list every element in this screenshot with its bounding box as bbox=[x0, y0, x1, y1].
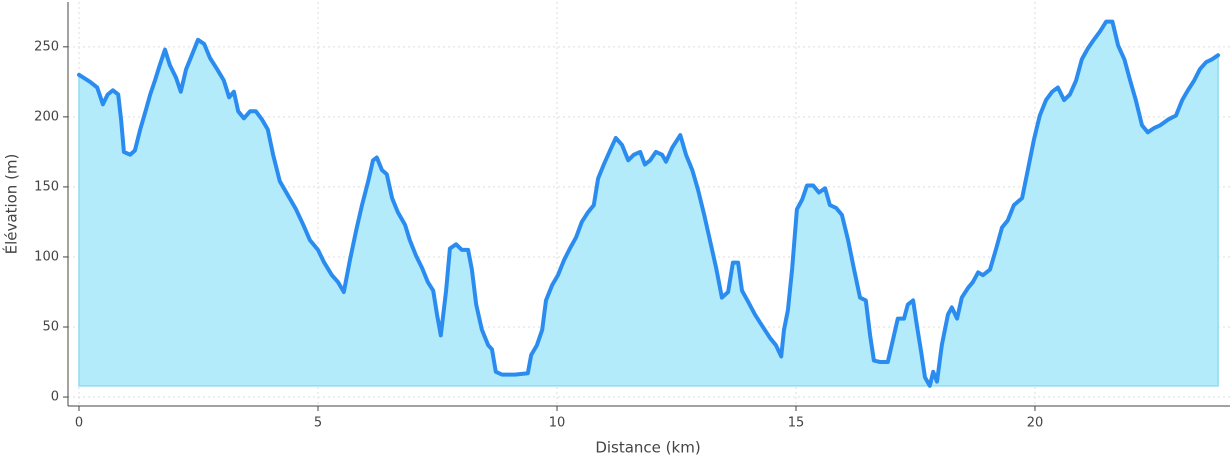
y-tick-label: 250 bbox=[34, 39, 59, 54]
y-tick-label: 50 bbox=[42, 319, 59, 334]
y-tick-label: 150 bbox=[34, 179, 59, 194]
y-tick-label: 100 bbox=[34, 249, 59, 264]
x-axis-label: Distance (km) bbox=[595, 439, 700, 457]
y-tick-label: 0 bbox=[51, 390, 59, 405]
y-tick-label: 200 bbox=[34, 109, 59, 124]
y-axis-label: Élévation (m) bbox=[2, 154, 21, 255]
x-tick-label: 0 bbox=[75, 416, 83, 431]
x-tick-label: 15 bbox=[788, 416, 805, 431]
x-tick-label: 20 bbox=[1027, 416, 1044, 431]
x-tick-label: 5 bbox=[314, 416, 322, 431]
area-fill bbox=[78, 20, 1219, 388]
elevation-line bbox=[77, 19, 1221, 388]
x-tick-label: 10 bbox=[549, 416, 566, 431]
